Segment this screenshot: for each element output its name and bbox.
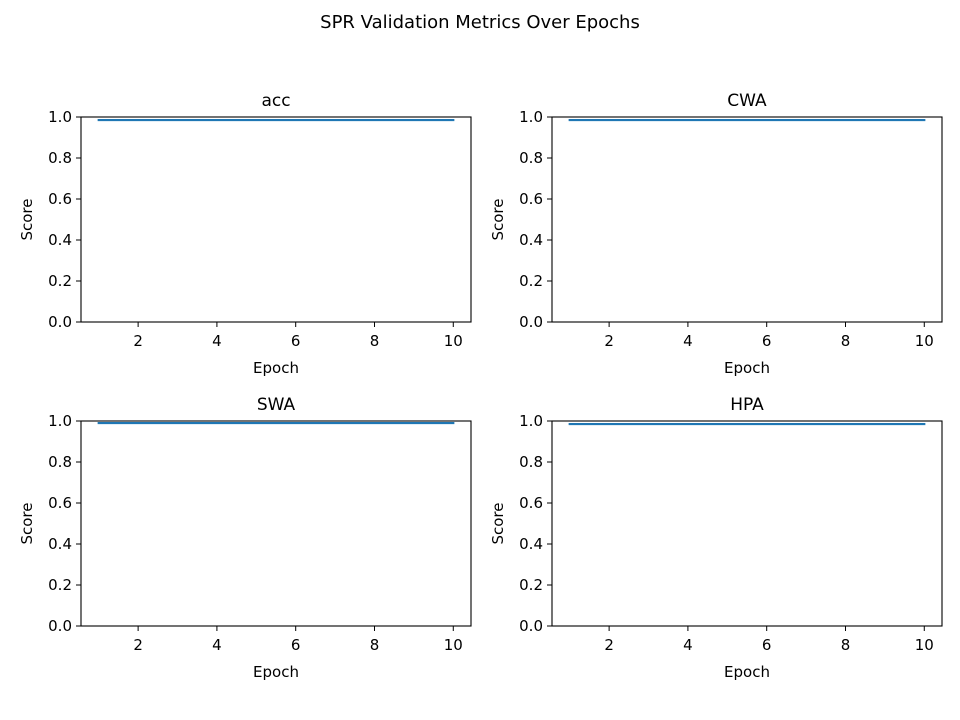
axes-frame — [551, 420, 943, 627]
y-axis-label: Score — [489, 502, 507, 544]
x-tick-label: 8 — [841, 332, 851, 350]
axes-frame — [551, 116, 943, 323]
x-tick-label: 2 — [604, 636, 614, 654]
y-tick-label: 0.8 — [48, 453, 72, 471]
axes-frame — [80, 420, 472, 627]
y-tick-label: 0.6 — [48, 190, 72, 208]
x-tick-label: 10 — [444, 636, 463, 654]
x-tick-label: 4 — [683, 636, 693, 654]
x-tick-label: 6 — [762, 332, 772, 350]
subplot-4: HPA 2 4 6 8 10 0.0 0.2 0.4 0.6 0.8 1.0 Epoch Score — [489, 395, 943, 681]
y-tick-label: 0.0 — [519, 617, 543, 635]
y-tick-label: 0.2 — [519, 576, 543, 594]
x-tick-label: 6 — [291, 332, 301, 350]
y-tick-label: 0.4 — [519, 231, 543, 249]
y-tick-label: 1.0 — [48, 412, 72, 430]
subplot-title: acc — [261, 91, 290, 111]
x-axis-label: Epoch — [253, 663, 299, 681]
y-tick-label: 0.6 — [519, 494, 543, 512]
x-tick-label: 8 — [370, 332, 380, 350]
x-tick-label: 8 — [370, 636, 380, 654]
axes-frame — [80, 116, 472, 323]
y-tick-label: 0.8 — [519, 453, 543, 471]
y-tick-label: 0.6 — [519, 190, 543, 208]
y-axis-label: Score — [489, 198, 507, 240]
y-tick-label: 0.8 — [519, 149, 543, 167]
y-axis-label: Score — [18, 198, 36, 240]
x-axis-label: Epoch — [724, 663, 770, 681]
subplot-3: SWA 2 4 6 8 10 0.0 0.2 0.4 0.6 0.8 1.0 Epoch Score — [18, 395, 472, 681]
y-tick-label: 0.6 — [48, 494, 72, 512]
x-tick-label: 6 — [762, 636, 772, 654]
x-tick-label: 8 — [841, 636, 851, 654]
x-tick-label: 2 — [604, 332, 614, 350]
y-tick-label: 0.8 — [48, 149, 72, 167]
x-tick-label: 4 — [212, 636, 222, 654]
y-tick-label: 1.0 — [519, 108, 543, 126]
figure-title: SPR Validation Metrics Over Epochs — [320, 12, 640, 33]
y-tick-label: 0.0 — [48, 313, 72, 331]
y-tick-label: 0.4 — [519, 535, 543, 553]
y-tick-label: 1.0 — [48, 108, 72, 126]
x-tick-label: 10 — [915, 636, 934, 654]
subplot-2: CWA 2 4 6 8 10 0.0 0.2 0.4 0.6 0.8 1.0 Epoch Score — [489, 91, 943, 377]
x-tick-label: 10 — [444, 332, 463, 350]
x-tick-label: 2 — [133, 636, 143, 654]
y-tick-label: 0.2 — [48, 272, 72, 290]
x-tick-label: 2 — [133, 332, 143, 350]
x-axis-label: Epoch — [253, 359, 299, 377]
subplot-title: SWA — [257, 395, 296, 415]
y-tick-label: 0.2 — [48, 576, 72, 594]
x-tick-label: 6 — [291, 636, 301, 654]
subplot-title: HPA — [730, 395, 764, 415]
y-tick-label: 0.0 — [519, 313, 543, 331]
x-axis-label: Epoch — [724, 359, 770, 377]
subplot-title: CWA — [727, 91, 767, 111]
x-tick-label: 4 — [683, 332, 693, 350]
y-axis-label: Score — [18, 502, 36, 544]
y-tick-label: 0.0 — [48, 617, 72, 635]
y-tick-label: 0.4 — [48, 231, 72, 249]
y-tick-label: 0.4 — [48, 535, 72, 553]
x-tick-label: 10 — [915, 332, 934, 350]
y-tick-label: 0.2 — [519, 272, 543, 290]
x-tick-label: 4 — [212, 332, 222, 350]
subplot-1: acc 2 4 6 8 10 0.0 0.2 0.4 0.6 0.8 1.0 Epoch Score — [18, 91, 472, 377]
y-tick-label: 1.0 — [519, 412, 543, 430]
